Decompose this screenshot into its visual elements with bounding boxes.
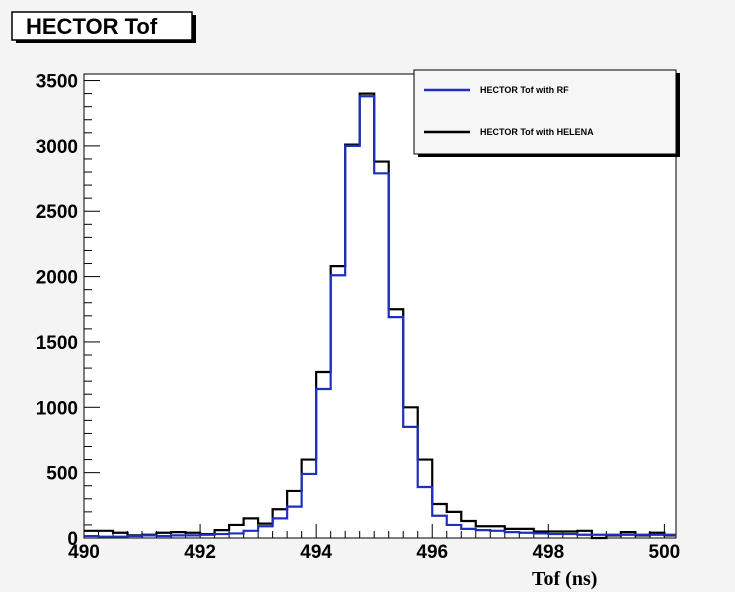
y-tick-label: 3000 [36,137,78,158]
x-tick-label: 500 [649,542,681,563]
series-layer [84,92,676,540]
x-axis-label: Tof (ns) [532,568,597,590]
x-tick-label: 494 [300,542,332,563]
y-tick-label: 2000 [36,268,78,289]
x-tick-label: 496 [416,542,448,563]
legend-label-1: HECTOR Tof with HELENA [480,127,594,137]
series-line-0 [84,95,676,538]
series-line-1 [84,92,676,540]
x-tick-label: 490 [68,542,100,563]
x-axis: 490 492 494 496 498 500 [68,524,680,563]
legend-box [413,69,677,155]
title-box-frame [11,11,193,41]
y-tick-label: 500 [46,464,78,485]
y-tick-label: 3500 [36,72,78,93]
title-box: HECTOR Tof [11,11,196,43]
legend-label-0: HECTOR Tof with RF [480,85,569,95]
y-tick-label: 2500 [36,202,78,223]
y-tick-label: 1500 [36,333,78,354]
y-tick-label: 0 [67,529,78,550]
y-tick-label: 1000 [36,398,78,419]
chart-title: HECTOR Tof [26,14,158,39]
y-axis: 0 500 1000 1500 2000 2500 3000 3500 [36,72,100,550]
x-tick-label: 492 [184,542,216,563]
x-tick-label: 498 [532,542,564,563]
legend: HECTOR Tof with RF HECTOR Tof with HELEN… [413,69,680,157]
